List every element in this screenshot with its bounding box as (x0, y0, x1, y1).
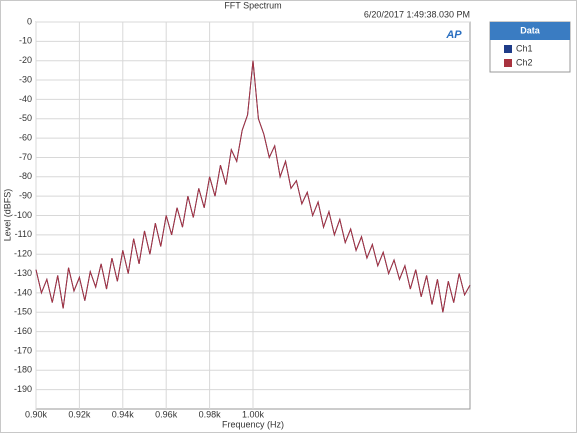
y-tick-label: 0 (27, 16, 32, 26)
chart-title: FFT Spectrum (224, 0, 281, 10)
legend-title: Data (520, 25, 541, 35)
x-tick-label: 0.94k (112, 409, 135, 419)
y-tick-label: -70 (19, 152, 32, 162)
y-tick-label: -170 (14, 345, 32, 355)
x-tick-label: 0.96k (155, 409, 178, 419)
logo: AP (445, 29, 462, 41)
y-tick-label: -140 (14, 287, 32, 297)
y-tick-label: -10 (19, 36, 32, 46)
legend-header (490, 22, 570, 40)
y-tick-label: -180 (14, 365, 32, 375)
x-tick-label: 1.00k (242, 409, 265, 419)
y-tick-label: -60 (19, 132, 32, 142)
x-tick-label: 0.90k (25, 409, 48, 419)
y-tick-label: -100 (14, 210, 32, 220)
y-tick-label: -130 (14, 268, 32, 278)
y-tick-label: -50 (19, 113, 32, 123)
y-tick-label: -90 (19, 191, 32, 201)
y-tick-label: -20 (19, 55, 32, 65)
legend-label: Ch1 (516, 43, 533, 53)
y-tick-label: -120 (14, 249, 32, 259)
y-tick-label: -80 (19, 171, 32, 181)
legend-label: Ch2 (516, 57, 533, 67)
y-tick-label: -190 (14, 384, 32, 394)
x-tick-label: 0.92k (68, 409, 91, 419)
y-tick-label: -40 (19, 94, 32, 104)
x-tick-label: 0.98k (199, 409, 222, 419)
timestamp: 6/20/2017 1:49:38.030 PM (364, 9, 470, 19)
y-tick-label: -150 (14, 307, 32, 317)
y-tick-label: -30 (19, 74, 32, 84)
legend-swatch (504, 59, 512, 67)
y-tick-label: -110 (15, 229, 32, 239)
y-tick-label: -160 (14, 326, 32, 336)
plot: 0 -10 -20 -30 -40 -50 -60 -70 -80 -90 -100 -110 -120… (14, 16, 471, 419)
x-axis-label: Frequency (Hz) (222, 419, 284, 429)
series-line (35, 60, 471, 313)
y-axis-label: Level (dBFS) (2, 189, 12, 242)
legend-swatch (504, 45, 512, 53)
